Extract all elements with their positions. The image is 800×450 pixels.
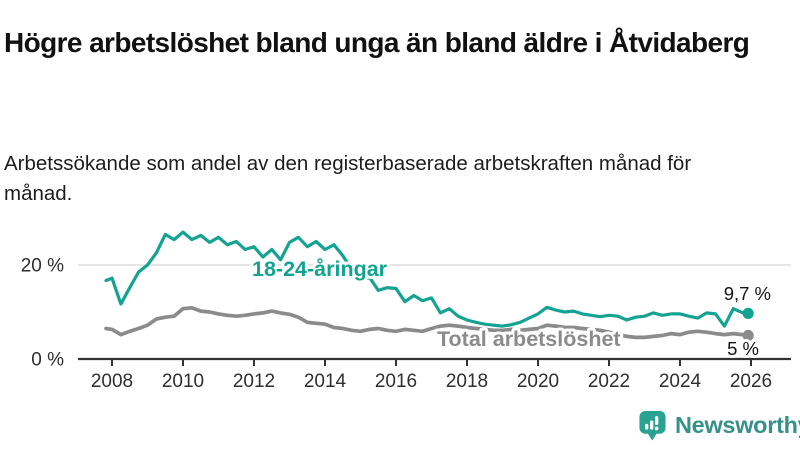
x-tick-label: 2016 xyxy=(375,371,417,392)
x-tick-label: 2010 xyxy=(162,371,204,392)
newsworthy-logo[interactable]: Newsworthy xyxy=(638,409,800,442)
x-tick-label: 2026 xyxy=(730,371,772,392)
x-tick-label: 2020 xyxy=(517,371,559,392)
x-tick-label: 2018 xyxy=(446,371,488,392)
newsworthy-chart-bubble-icon xyxy=(639,411,666,441)
series-end-value: 5 % xyxy=(727,338,759,359)
x-tick-label: 2022 xyxy=(588,371,630,392)
x-tick-label: 2008 xyxy=(91,371,133,392)
newsworthy-wordmark: Newsworthy xyxy=(675,412,800,438)
x-tick-label: 2012 xyxy=(233,371,275,392)
line-total xyxy=(104,305,751,340)
line-young xyxy=(104,230,750,328)
series-end-dot xyxy=(742,307,754,320)
x-tick-label: 2024 xyxy=(659,371,702,392)
page-title: Högre arbetslöshet bland unga än bland ä… xyxy=(4,26,750,58)
x-tick-label: 2014 xyxy=(304,371,347,392)
series-end-dot xyxy=(742,329,754,342)
y-tick-label: 0 % xyxy=(31,350,64,371)
series-label: 18-24-åringar xyxy=(252,257,388,281)
series-end-value: 9,7 % xyxy=(724,283,771,304)
line-chart: 2008 2010 2012 2014 2016 2018 2020 2022 2024 2026… xyxy=(21,230,791,392)
chart-subtitle: Arbetssökande som andel av den registerb… xyxy=(4,151,692,205)
series-label: Total arbetslöshet xyxy=(437,327,621,351)
y-tick-label: 20 % xyxy=(21,256,64,277)
